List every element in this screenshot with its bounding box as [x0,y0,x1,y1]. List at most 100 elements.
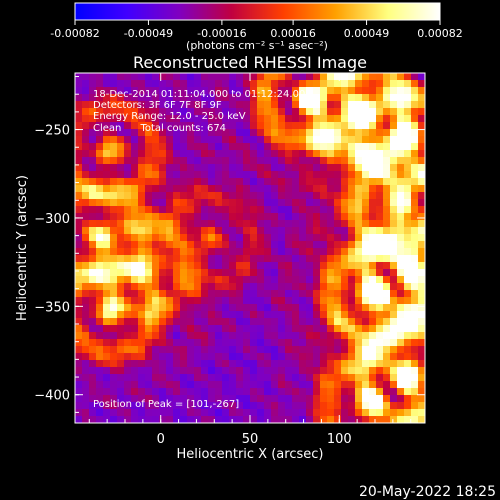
heatmap-cell [313,269,321,277]
heatmap-cell [348,304,356,312]
heatmap-cell [131,367,139,375]
heatmap-cell [215,381,223,389]
heatmap-cell [320,150,328,158]
heatmap-cell [194,381,202,389]
heatmap-cell [376,171,384,179]
heatmap-cell [278,290,286,298]
heatmap-cell [166,388,174,396]
heatmap-cell [264,87,272,95]
heatmap-cell [327,374,335,382]
heatmap-cell [306,304,314,312]
heatmap-cell [369,367,377,375]
heatmap-cell [117,122,125,130]
heatmap-cell [208,339,216,347]
heatmap-cell [152,185,160,193]
heatmap-cell [222,332,230,340]
heatmap-cell [355,94,363,102]
heatmap-cell [75,192,83,200]
heatmap-cell [110,269,118,277]
heatmap-cell [117,157,125,165]
heatmap-cell [194,164,202,172]
heatmap-cell [159,101,167,109]
heatmap-cell [138,136,146,144]
heatmap-cell [250,199,258,207]
heatmap-cell [124,220,132,228]
heatmap-cell [411,129,419,137]
heatmap-cell [138,360,146,368]
heatmap-cell [292,164,300,172]
heatmap-cell [278,171,286,179]
heatmap-cell [96,192,104,200]
heatmap-cell [166,80,174,88]
heatmap-cell [110,122,118,130]
heatmap-cell [201,129,209,137]
heatmap-cell [110,255,118,263]
heatmap-cell [173,87,181,95]
heatmap-cell [229,318,237,326]
heatmap-cell [264,332,272,340]
heatmap-cell [117,318,125,326]
heatmap-cell [264,164,272,172]
heatmap-cell [292,346,300,354]
heatmap-cell [383,367,391,375]
heatmap-cell [383,178,391,186]
heatmap-cell [285,150,293,158]
heatmap-cell [348,346,356,354]
heatmap-cell [103,381,111,389]
heatmap-cell [250,192,258,200]
heatmap-cell [117,150,125,158]
heatmap-cell [264,339,272,347]
heatmap-cell [166,101,174,109]
heatmap-cell [334,248,342,256]
heatmap-cell [152,381,160,389]
heatmap-cell [124,262,132,270]
heatmap-cell [313,101,321,109]
heatmap-cell [362,402,370,410]
heatmap-cell [222,241,230,249]
heatmap-cell [362,192,370,200]
heatmap-cell [194,262,202,270]
heatmap-cell [250,185,258,193]
heatmap-cell [229,143,237,151]
heatmap-cell [418,150,425,158]
heatmap-cell [369,241,377,249]
heatmap-cell [96,395,104,403]
heatmap-cell [362,332,370,340]
heatmap-cell [362,290,370,298]
heatmap-cell [208,318,216,326]
heatmap-cell [334,150,342,158]
heatmap-cell [145,318,153,326]
heatmap-cell [138,290,146,298]
heatmap-cell [250,157,258,165]
heatmap-cell [299,304,307,312]
heatmap-cell [152,325,160,333]
heatmap-cell [264,304,272,312]
heatmap-cell [138,220,146,228]
heatmap-cell [348,213,356,221]
heatmap-cell [152,339,160,347]
heatmap-cell [138,297,146,305]
heatmap-cell [313,395,321,403]
heatmap-cell [369,374,377,382]
heatmap-cell [222,73,230,81]
heatmap-cell [138,164,146,172]
heatmap-cell [250,374,258,382]
heatmap-cell [236,143,244,151]
heatmap-cell [173,304,181,312]
heatmap-cell [180,402,188,410]
heatmap-cell [369,318,377,326]
heatmap-cell [369,80,377,88]
heatmap-cell [306,367,314,375]
heatmap-cell [271,171,279,179]
heatmap-cell [257,248,265,256]
heatmap-cell [285,199,293,207]
heatmap-cell [222,136,230,144]
heatmap-cell [306,143,314,151]
heatmap-cell [278,87,286,95]
heatmap-cell [257,311,265,319]
heatmap-cell [299,248,307,256]
heatmap-cell [376,199,384,207]
heatmap-cell [201,276,209,284]
heatmap-cell [397,353,405,361]
heatmap-cell [145,353,153,361]
